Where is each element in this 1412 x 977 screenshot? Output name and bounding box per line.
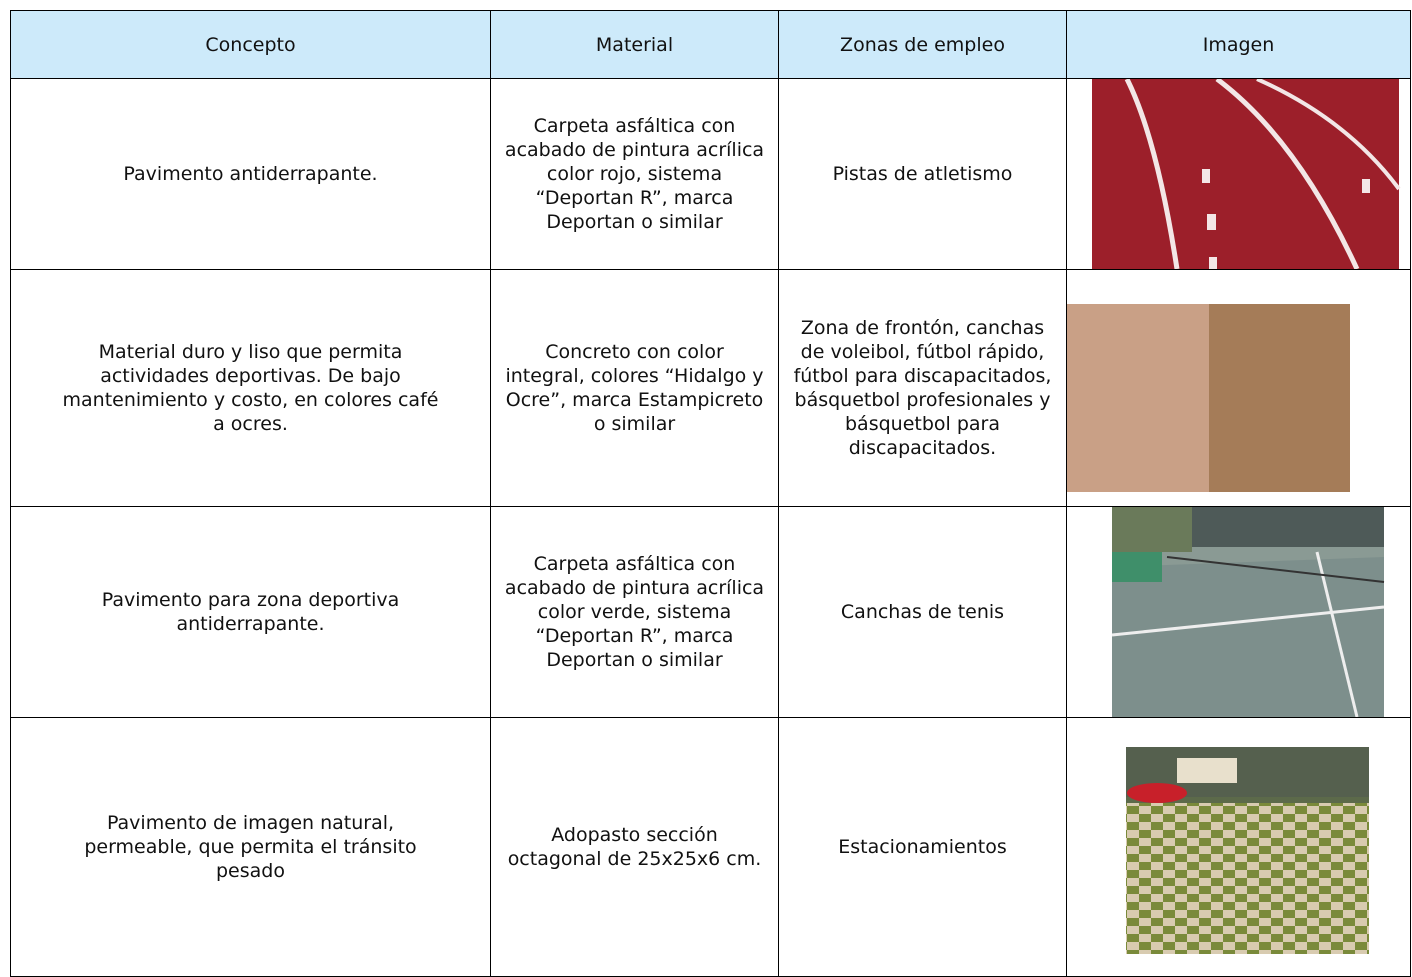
cell: Material duro y liso que permita activid… <box>10 269 491 507</box>
header-cell: Imagen <box>1066 10 1411 79</box>
track-image <box>1092 79 1401 269</box>
cell: Estacionamientos <box>778 717 1067 977</box>
row: Pavimento de imagen natural, permeable, … <box>10 717 1411 977</box>
cell: Pavimento antiderrapante. <box>10 78 491 270</box>
tennis-court-image <box>1111 507 1385 717</box>
cell: Canchas de tenis <box>778 506 1067 718</box>
cell: Pistas de atletismo <box>778 78 1067 270</box>
header-row: Concepto Material Zonas de empleo Imagen <box>10 10 1411 79</box>
image-cell <box>1066 78 1411 270</box>
cell: Adopasto sección octagonal de 25x25x6 cm… <box>490 717 779 977</box>
color-swatch-image <box>1067 304 1350 492</box>
image-cell <box>1066 717 1411 977</box>
image-cell <box>1066 506 1411 718</box>
row: Pavimento para zona deportiva antiderrap… <box>10 506 1411 718</box>
grass-pavers-image <box>1126 747 1369 954</box>
cell: Carpeta asfáltica con acabado de pintura… <box>490 506 779 718</box>
cell: Carpeta asfáltica con acabado de pintura… <box>490 78 779 270</box>
cell: Pavimento para zona deportiva antiderrap… <box>10 506 491 718</box>
row: Material duro y liso que permita activid… <box>10 269 1411 507</box>
image-cell <box>1066 269 1411 507</box>
row: Pavimento antiderrapante. Carpeta asfált… <box>10 78 1411 270</box>
cell: Concreto con color integral, colores “Hi… <box>490 269 779 507</box>
cell: Zona de frontón, canchas de voleibol, fú… <box>778 269 1067 507</box>
header-cell: Material <box>490 10 779 79</box>
cell: Pavimento de imagen natural, permeable, … <box>10 717 491 977</box>
header-cell: Zonas de empleo <box>778 10 1067 79</box>
header-cell: Concepto <box>10 10 491 79</box>
materials-table: Concepto Material Zonas de empleo Imagen… <box>10 10 1411 977</box>
